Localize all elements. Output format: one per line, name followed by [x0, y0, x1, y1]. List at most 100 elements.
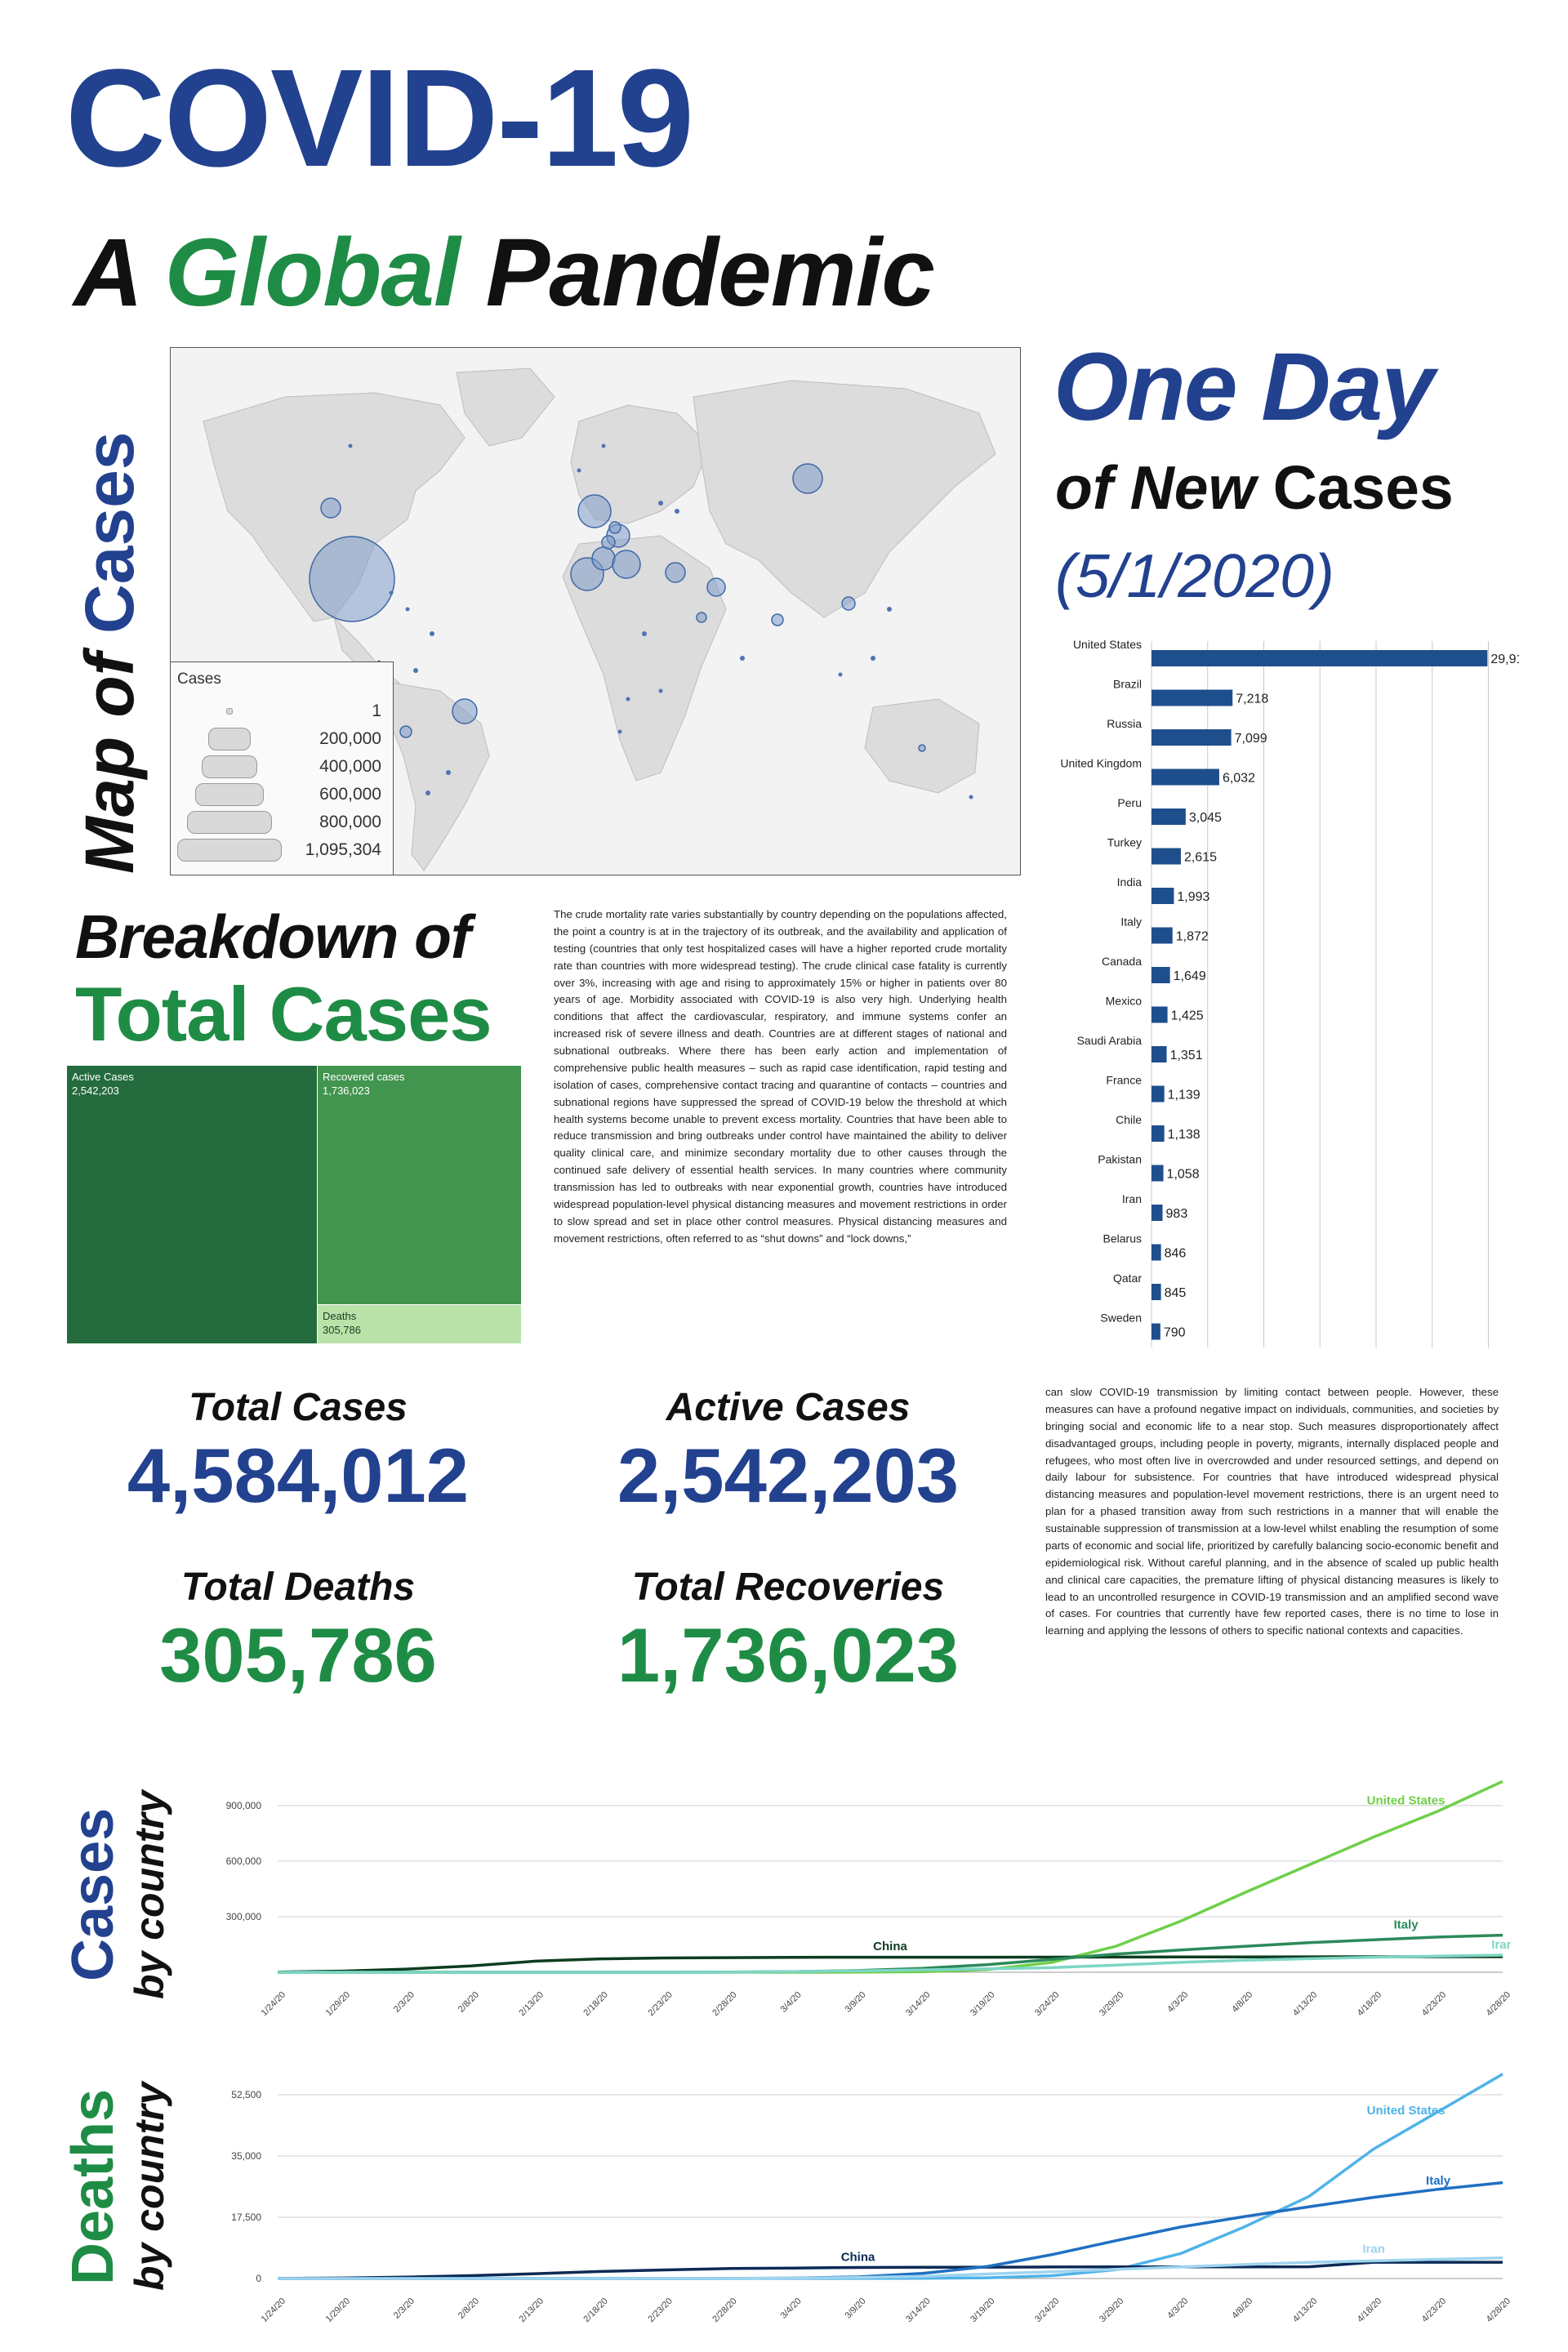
deaths-section-label: Deaths — [60, 2042, 126, 2332]
subtitle-part3: Pandemic — [485, 219, 935, 327]
y-tick-label: 52,500 — [231, 2089, 261, 2100]
x-tick-label: 3/9/20 — [844, 1990, 868, 2015]
bar-value-label: 1,138 — [1168, 1128, 1200, 1142]
bar-value-label: 29,917 — [1490, 653, 1519, 666]
x-tick-label: 2/3/20 — [392, 2296, 416, 2321]
legend-row: 800,000 — [171, 808, 393, 835]
bar-value-label: 1,425 — [1171, 1009, 1204, 1023]
legend-title: Cases — [177, 670, 221, 688]
x-tick-label: 4/3/20 — [1165, 1990, 1190, 2015]
legend-shape — [195, 783, 264, 806]
x-tick-label: 2/18/20 — [581, 2296, 609, 2324]
bar-value-label: 1,139 — [1168, 1089, 1200, 1102]
legend-label: 200,000 — [319, 729, 381, 748]
deaths-line-chart: 0 17,500 35,000 52,500 1/24/20 1/29/20 2/3/20 2… — [231, 2073, 1511, 2324]
bar-value-label: 7,099 — [1235, 732, 1267, 746]
x-tick-label: 3/14/20 — [904, 2296, 932, 2324]
one-day-title: One Day — [1054, 333, 1435, 441]
bar-category-label: Iran — [1122, 1192, 1142, 1205]
total-deaths-label: Total Deaths — [180, 1566, 416, 1609]
deaths-label-main: Deaths — [60, 2088, 126, 2285]
legend-shape — [202, 755, 257, 778]
bar — [1152, 1205, 1163, 1221]
series-label: China — [841, 2251, 875, 2265]
bar-category-label: Saudi Arabia — [1077, 1034, 1143, 1047]
map-label-part2: of — [71, 653, 148, 718]
bar-category-label: India — [1117, 875, 1143, 889]
x-tick-label: 1/29/20 — [324, 2296, 352, 2324]
x-tick-label: 3/29/20 — [1098, 1990, 1125, 2018]
bubble-usa — [309, 536, 395, 622]
paragraph-distancing: can slow COVID-19 transmission by limiti… — [1045, 1386, 1499, 1637]
deaths-section-sublabel: by country — [127, 2042, 172, 2332]
bar-value-label: 3,045 — [1189, 811, 1222, 825]
bar-category-label: Chile — [1116, 1113, 1142, 1126]
treemap-recovered-value: 1,736,023 — [323, 1084, 370, 1097]
series-label: Iran — [1491, 1938, 1511, 1952]
bar — [1152, 1085, 1165, 1102]
legend-shape — [208, 728, 251, 751]
legend-label: 600,000 — [319, 785, 381, 804]
x-tick-label: 4/8/20 — [1230, 1990, 1254, 2015]
total-cases-label: Total Cases — [189, 1386, 408, 1429]
subtitle: A Global Pandemic — [74, 225, 935, 321]
deaths-label-sub: by country — [127, 2082, 172, 2292]
bar — [1152, 650, 1488, 666]
bubble-canada — [320, 497, 341, 519]
bubble-iran — [706, 577, 726, 597]
active-cases-label: Active Cases — [666, 1386, 911, 1429]
x-tick-label: 1/24/20 — [260, 2296, 287, 2324]
bar-value-label: 983 — [1166, 1207, 1188, 1221]
bubble-india — [771, 613, 784, 626]
bar-category-label: Russia — [1107, 717, 1142, 730]
x-tick-label: 1/29/20 — [324, 1990, 352, 2018]
bar — [1152, 1323, 1160, 1340]
bubble-china — [841, 596, 856, 611]
series-label: China — [873, 1940, 907, 1953]
x-tick-label: 4/23/20 — [1420, 2296, 1448, 2324]
legend-shape — [187, 811, 272, 834]
bar-value-label: 1,649 — [1174, 969, 1206, 983]
continent-asia — [693, 380, 996, 618]
total-recoveries-value: 1,736,023 — [617, 1612, 960, 1698]
bar — [1152, 1046, 1167, 1062]
x-tick-label: 2/13/20 — [517, 1990, 545, 2018]
y-tick-label: 900,000 — [226, 1800, 262, 1811]
treemap-deaths-value: 305,786 — [323, 1323, 361, 1336]
continent-europe — [570, 404, 710, 524]
legend-row: 1 — [171, 697, 393, 724]
treemap-recovered-label: Recovered cases — [323, 1071, 405, 1083]
bar-value-label: 790 — [1164, 1326, 1186, 1340]
x-tick-label: 3/14/20 — [904, 1990, 932, 2018]
x-tick-label: 4/18/20 — [1356, 1990, 1383, 2018]
x-tick-label: 2/3/20 — [392, 1990, 416, 2015]
bubble-italy — [612, 550, 641, 579]
x-tick-label: 3/4/20 — [779, 1990, 804, 2015]
series-label: Italy — [1394, 1918, 1419, 1932]
bar-category-label: United Kingdom — [1060, 757, 1142, 770]
breakdown-title-line2: Total Cases — [75, 971, 492, 1057]
one-day-date: (5/1/2020) — [1055, 541, 1334, 610]
bar-category-label: Italy — [1120, 915, 1142, 929]
bar-category-label: Pakistan — [1098, 1153, 1142, 1166]
total-recoveries-label: Total Recoveries — [631, 1566, 945, 1609]
bar — [1152, 689, 1233, 706]
bar-category-label: Belarus — [1103, 1232, 1142, 1245]
one-day-sub-italic: of New — [1055, 453, 1256, 522]
bar — [1152, 768, 1219, 786]
cases-section-sublabel: by country — [127, 1760, 172, 2029]
bubble-peru — [399, 725, 412, 738]
bar-category-label: Sweden — [1100, 1312, 1142, 1325]
legend-row: 200,000 — [171, 724, 393, 752]
x-tick-label: 2/18/20 — [581, 1990, 609, 2018]
treemap-recovered-cases: Recovered cases 1,736,023 — [317, 1066, 521, 1304]
series-label: United States — [1367, 1794, 1446, 1808]
y-tick-label: 17,500 — [231, 2212, 261, 2223]
x-tick-label: 2/23/20 — [646, 2296, 674, 2324]
bar-value-label: 845 — [1165, 1286, 1187, 1300]
bubble-russia — [792, 463, 823, 494]
main-title: COVID-19 — [65, 41, 694, 196]
bar — [1152, 927, 1173, 944]
bubble-turkey — [665, 562, 686, 583]
treemap-active-label: Active Cases — [72, 1071, 134, 1083]
